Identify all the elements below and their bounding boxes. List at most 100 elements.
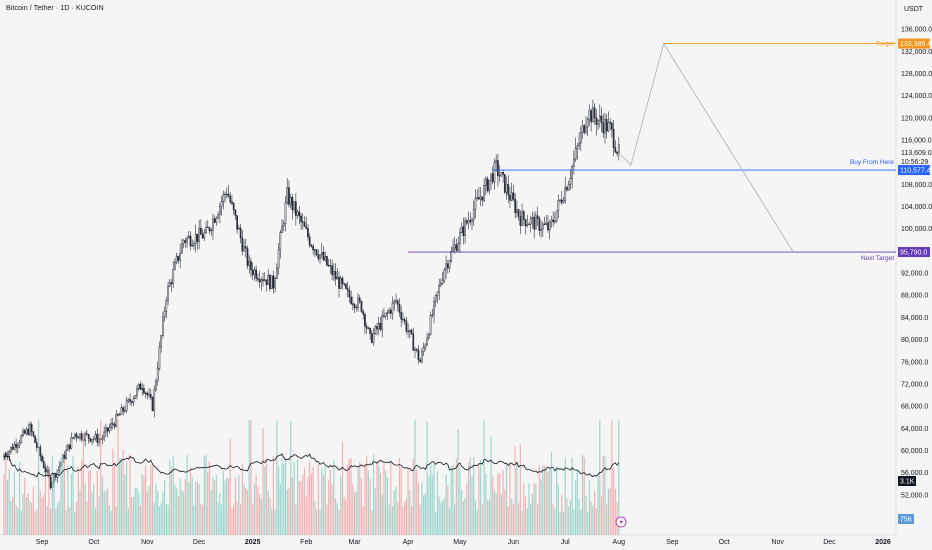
volume-bar <box>234 476 237 535</box>
volume-bar <box>566 498 568 535</box>
candle-body <box>365 325 368 329</box>
volume-bar <box>398 457 401 535</box>
volume-bar <box>43 494 45 535</box>
candle-body <box>509 194 511 201</box>
volume-bar <box>317 464 319 535</box>
candle-body <box>279 232 282 251</box>
level-label-buy: Buy From Here <box>850 159 894 166</box>
candle-body <box>522 211 525 220</box>
volume-bar <box>431 474 433 535</box>
candle-body <box>101 437 104 441</box>
candle-body <box>383 315 385 317</box>
x-tick-label: 2026 <box>875 539 891 546</box>
volume-bar <box>286 489 288 535</box>
candle-body <box>224 193 226 196</box>
volume-bar <box>291 477 294 535</box>
y-tick-label: 68,000.0 <box>901 404 928 411</box>
candle-body <box>609 122 612 124</box>
volume-bar <box>405 499 407 535</box>
volume-bar <box>588 480 591 535</box>
candle-body <box>341 277 344 284</box>
volume-bar <box>556 465 558 535</box>
currency-label[interactable]: USDT <box>904 6 924 13</box>
volume-bar <box>108 505 110 535</box>
candle-body <box>13 444 16 450</box>
candle-body <box>75 433 78 438</box>
volume-bar <box>141 473 143 535</box>
candle-body <box>336 276 339 280</box>
volume-bar <box>269 497 271 535</box>
volume-bar <box>37 419 40 535</box>
candle-body <box>614 147 617 153</box>
volume-bar <box>542 465 544 535</box>
volume-bar <box>561 494 563 535</box>
volume-bar <box>488 499 490 535</box>
candle-body <box>251 269 254 276</box>
candle-body <box>462 226 465 236</box>
volume-bar <box>559 511 561 535</box>
volume-bar <box>212 477 214 535</box>
volume-bar <box>417 482 420 535</box>
candle-body <box>54 474 57 478</box>
candle-body <box>472 209 475 221</box>
volume-bar <box>526 508 528 535</box>
candle-body <box>246 248 249 266</box>
candle-body <box>198 227 201 242</box>
candle-body <box>272 275 275 289</box>
volume-bar <box>184 479 186 535</box>
candle-body <box>567 183 570 191</box>
candle-body <box>617 144 620 154</box>
volume-bar <box>459 468 461 535</box>
volume-bar <box>426 421 428 535</box>
volume-bar <box>277 466 280 535</box>
candle-body <box>348 290 351 298</box>
volume-bar <box>6 480 9 535</box>
volume-bar <box>267 490 269 535</box>
candle-body <box>179 252 182 261</box>
candle-body <box>571 166 574 179</box>
candle-body <box>331 265 333 275</box>
candle-body <box>450 251 453 262</box>
candle-body <box>355 307 358 309</box>
candle-body <box>381 315 384 330</box>
candle-body <box>77 436 80 439</box>
candle-body <box>291 197 294 211</box>
candle-body <box>34 435 36 443</box>
candle-body <box>212 218 214 231</box>
candle-body <box>595 117 598 125</box>
candle-body <box>427 334 430 339</box>
candle-body <box>229 196 232 203</box>
candle-body <box>263 279 266 282</box>
volume-bar <box>91 492 93 535</box>
candle-body <box>137 383 140 389</box>
volume-bar <box>521 510 523 535</box>
candle-body <box>573 158 575 167</box>
volume-bar <box>136 488 138 535</box>
volume-bar <box>369 478 371 535</box>
candle-body <box>607 122 610 132</box>
volume-bar <box>336 502 338 535</box>
volume-bar <box>50 508 52 535</box>
candle-body <box>87 434 90 439</box>
candle-body <box>189 235 192 247</box>
y-tick-label: 88,000.0 <box>901 293 928 300</box>
x-tick-label: Jun <box>508 539 519 546</box>
candle-body <box>345 283 347 289</box>
candle-body <box>389 309 392 314</box>
volume-bar <box>424 493 426 535</box>
candles-group <box>3 99 620 492</box>
candle-body <box>602 122 605 134</box>
volume-bar <box>395 487 397 535</box>
level-tag-bg-target <box>898 38 930 49</box>
volume-bar <box>379 472 382 535</box>
volume-bar <box>296 459 299 535</box>
candle-body <box>616 151 618 154</box>
volume-bar <box>158 507 161 535</box>
x-tick-label: Mar <box>349 539 362 546</box>
candle-body <box>25 428 28 434</box>
volume-bar <box>207 471 209 535</box>
volume-bar <box>258 494 261 535</box>
y-tick-label: 84,000.0 <box>901 315 928 322</box>
volume-bar <box>393 490 395 535</box>
